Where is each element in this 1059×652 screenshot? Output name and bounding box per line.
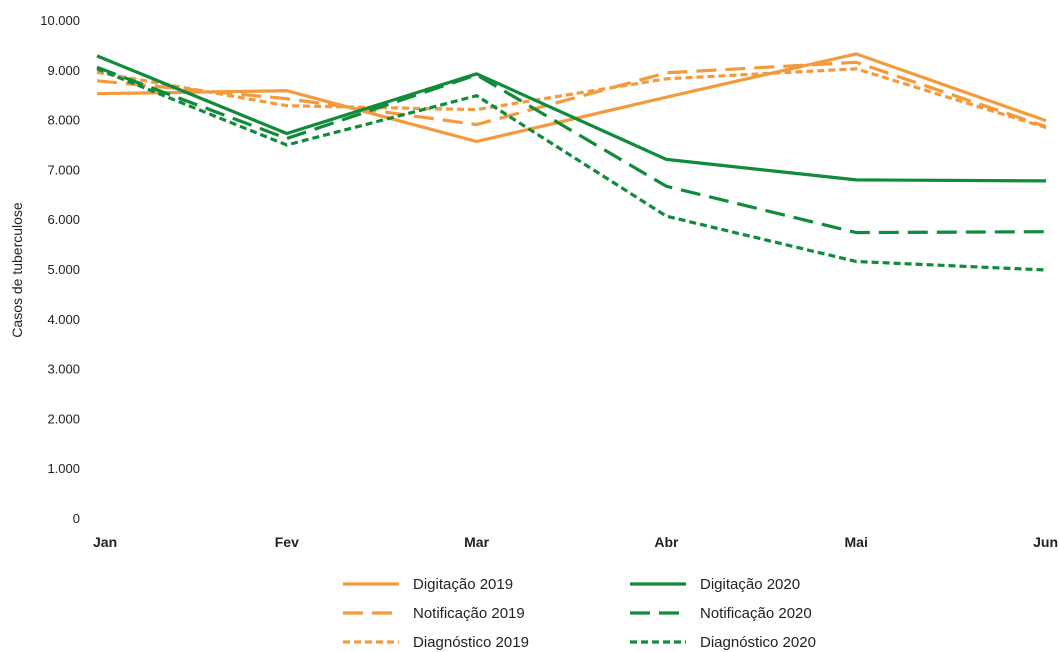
x-tick-label: Jan xyxy=(93,534,117,550)
series-line xyxy=(96,60,1047,129)
y-tick-label: 7.000 xyxy=(47,162,80,177)
series-line xyxy=(96,52,1047,144)
y-axis-ticks: 0 1.000 2.000 3.000 4.000 5.000 6.000 7.000 8.00… xyxy=(40,13,80,526)
y-axis-label: Casos de tuberculose xyxy=(9,202,25,338)
series-line xyxy=(96,65,1047,235)
x-tick-label: Mai xyxy=(845,534,868,550)
series-line xyxy=(96,67,1047,272)
x-tick-label: Jun xyxy=(1033,534,1058,550)
x-tick-label: Mar xyxy=(464,534,489,550)
x-tick-label: Abr xyxy=(654,534,679,550)
legend: Digitação 2019 Notificação 2019 Diagnóstic… xyxy=(343,576,816,651)
x-tick-label: Fev xyxy=(275,534,299,550)
series-line xyxy=(96,67,1047,130)
legend-label: Diagnóstico 2019 xyxy=(413,634,529,651)
series-lines xyxy=(96,52,1047,272)
legend-label: Diagnóstico 2020 xyxy=(700,634,816,651)
series-line xyxy=(96,54,1047,183)
y-tick-label: 5.000 xyxy=(47,262,80,277)
y-tick-label: 9.000 xyxy=(47,63,80,78)
y-tick-label: 0 xyxy=(73,511,80,526)
y-tick-label: 4.000 xyxy=(47,312,80,327)
y-tick-label: 6.000 xyxy=(47,212,80,227)
legend-label: Digitação 2020 xyxy=(700,576,800,593)
legend-label: Digitação 2019 xyxy=(413,576,513,593)
legend-label: Notificação 2020 xyxy=(700,605,812,622)
x-axis-ticks: Jan Fev Mar Abr Mai Jun xyxy=(93,534,1058,550)
y-tick-label: 3.000 xyxy=(47,362,80,377)
legend-label: Notificação 2019 xyxy=(413,605,525,622)
y-tick-label: 1.000 xyxy=(47,461,80,476)
y-tick-label: 10.000 xyxy=(40,13,80,28)
y-tick-label: 2.000 xyxy=(47,411,80,426)
y-tick-label: 8.000 xyxy=(47,113,80,128)
